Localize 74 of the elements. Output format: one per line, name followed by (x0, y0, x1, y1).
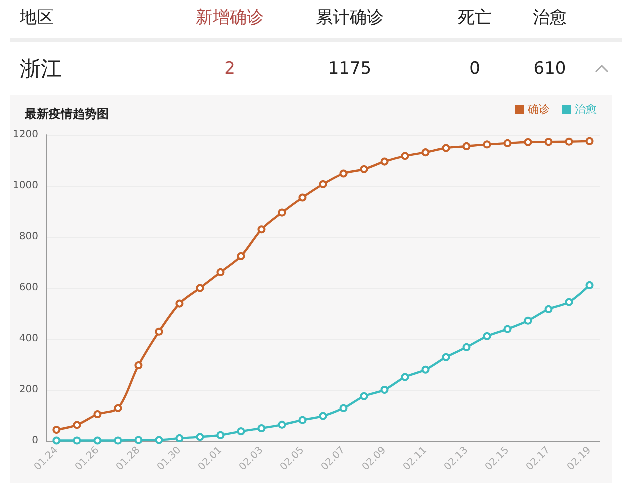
point (216, 431, 225, 440)
legend-label: 确诊 (527, 103, 550, 116)
point (380, 158, 389, 166)
point (586, 281, 594, 290)
text: 1175 (327, 58, 373, 81)
point (565, 298, 574, 306)
point (73, 421, 82, 430)
y-tick-label: 1000 (12, 180, 38, 192)
text: 死亡 (457, 7, 493, 30)
y-tick-label: 1200 (12, 130, 38, 140)
point (134, 436, 143, 444)
point (258, 226, 266, 234)
point (237, 252, 246, 260)
point (298, 194, 307, 202)
text: 新增确诊 (195, 7, 265, 30)
point (483, 140, 492, 149)
point (462, 142, 471, 150)
point (258, 424, 266, 433)
y-tick-label: 400 (19, 334, 38, 344)
point (442, 144, 450, 152)
point (52, 436, 61, 445)
point (94, 410, 102, 418)
point (462, 343, 471, 352)
point (380, 386, 389, 394)
point (422, 366, 430, 374)
point (278, 420, 286, 429)
point (298, 416, 307, 424)
point (442, 353, 450, 362)
point (237, 428, 246, 436)
text: 2 (224, 58, 236, 81)
point (340, 170, 348, 178)
point (319, 412, 328, 420)
point (94, 436, 102, 445)
point (504, 139, 512, 148)
point (278, 208, 286, 217)
point (196, 284, 204, 292)
y-tick-label: 800 (19, 232, 38, 242)
point (544, 305, 553, 314)
point (176, 300, 184, 308)
point (114, 404, 122, 412)
y-tick-label: 200 (19, 384, 38, 396)
text: 地区 (20, 7, 55, 30)
point (114, 436, 122, 445)
point (483, 332, 492, 340)
text: 浙江 (20, 56, 63, 83)
point (134, 362, 143, 370)
point (524, 138, 532, 146)
point (319, 180, 328, 188)
point (586, 137, 594, 146)
text: 累计确诊 (315, 7, 385, 30)
point (360, 392, 368, 400)
point (401, 373, 410, 382)
point (340, 404, 348, 412)
point (176, 434, 184, 442)
point (73, 436, 82, 445)
point (401, 152, 410, 160)
legend-label: 治愈 (575, 103, 597, 116)
point (216, 268, 225, 276)
y-tick-label: 0 (32, 436, 38, 446)
text: 0 (468, 58, 482, 81)
point (565, 138, 574, 146)
text: 610 (532, 58, 568, 81)
y-tick-label: 600 (19, 282, 38, 294)
point (422, 148, 430, 157)
chart-title: 最新疫情趋势图 (24, 107, 109, 121)
point (196, 433, 204, 442)
text: 治愈 (532, 7, 568, 30)
point (155, 328, 164, 336)
point (52, 426, 61, 434)
point (360, 165, 368, 174)
point (155, 436, 164, 444)
point (544, 138, 553, 146)
point (524, 316, 532, 325)
point (504, 325, 512, 334)
